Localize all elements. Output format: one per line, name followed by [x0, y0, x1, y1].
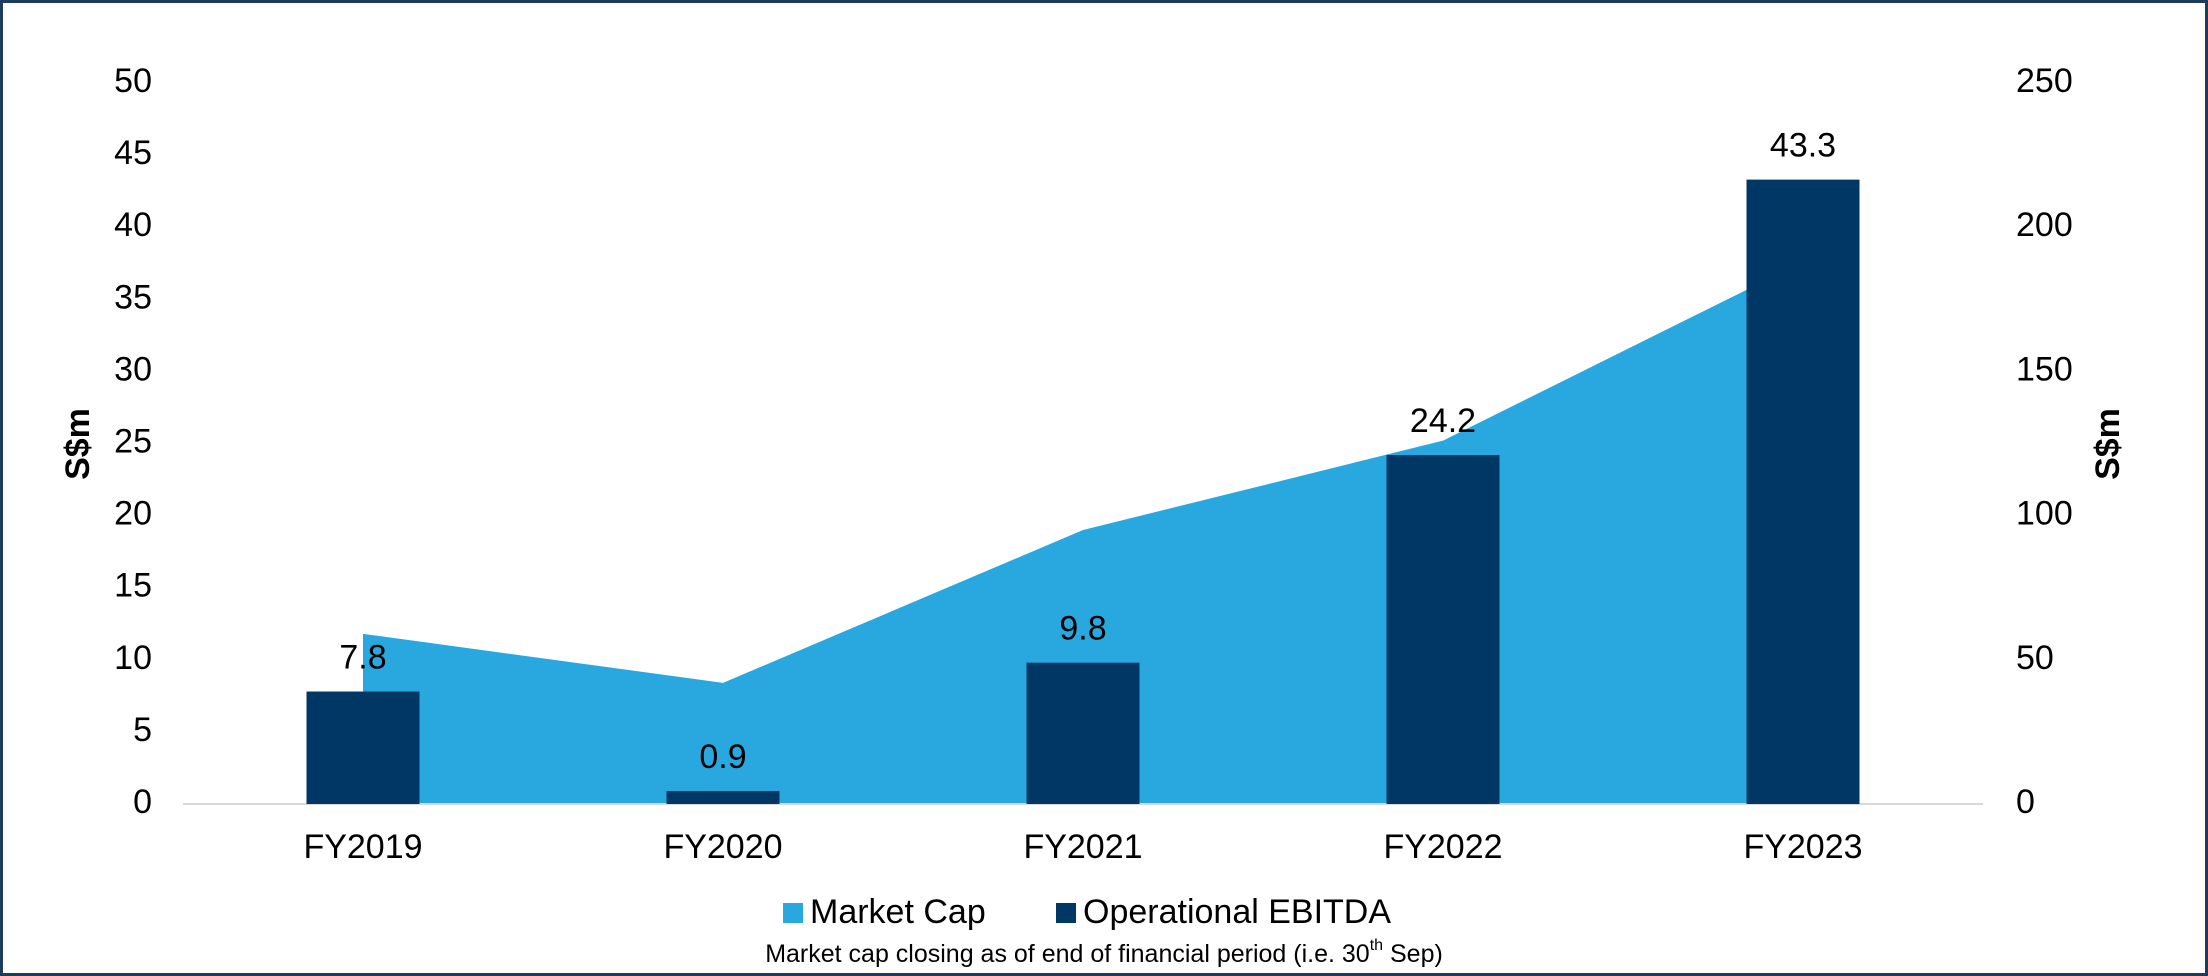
y-tick-label: 40 [114, 206, 152, 244]
y-axis-label: S$m [59, 408, 97, 480]
y-tick-label: 15 [114, 567, 152, 605]
footnote: Market cap closing as of end of financia… [765, 937, 1443, 967]
legend-label: Operational EBITDA [1083, 893, 1391, 931]
footnote-tail: Sep) [1383, 940, 1443, 968]
data-label: 7.8 [339, 639, 386, 677]
x-tick-label: FY2021 [1023, 828, 1142, 866]
x-tick-label: FY2023 [1743, 828, 1862, 866]
y-tick-label: 0 [133, 783, 152, 821]
bar [306, 691, 420, 804]
y2-axis-label: S$m [2089, 408, 2127, 480]
bar [1746, 179, 1860, 804]
y2-tick-label: 50 [2016, 639, 2054, 677]
bar [1386, 455, 1500, 804]
y-tick-label: 10 [114, 639, 152, 677]
x-tick-label: FY2019 [303, 828, 422, 866]
footnote-text: Market cap closing as of end of financia… [765, 940, 1370, 968]
y-tick-label: 25 [114, 422, 152, 460]
x-tick-label: FY2020 [663, 828, 782, 866]
footnote-sup: th [1370, 937, 1383, 954]
data-label: 43.3 [1770, 127, 1836, 165]
y-tick-label: 30 [114, 350, 152, 388]
data-label: 24.2 [1410, 402, 1476, 440]
legend-swatch [783, 903, 803, 923]
data-label: 9.8 [1059, 610, 1106, 648]
y-tick-label: 45 [114, 134, 152, 172]
y-tick-label: 5 [133, 711, 152, 749]
y-tick-label: 50 [114, 62, 152, 100]
y2-tick-label: 250 [2016, 62, 2073, 100]
x-tick-label: FY2022 [1383, 828, 1502, 866]
y-tick-label: 35 [114, 278, 152, 316]
y2-tick-label: 200 [2016, 206, 2073, 244]
y-tick-label: 20 [114, 495, 152, 533]
legend-swatch [1056, 903, 1076, 923]
bar [666, 791, 780, 804]
y2-tick-label: 100 [2016, 495, 2073, 533]
y2-tick-label: 150 [2016, 350, 2073, 388]
legend-label: Market Cap [810, 893, 986, 931]
data-label: 0.9 [699, 738, 746, 776]
bar [1026, 662, 1140, 804]
y2-tick-label: 0 [2016, 783, 2035, 821]
